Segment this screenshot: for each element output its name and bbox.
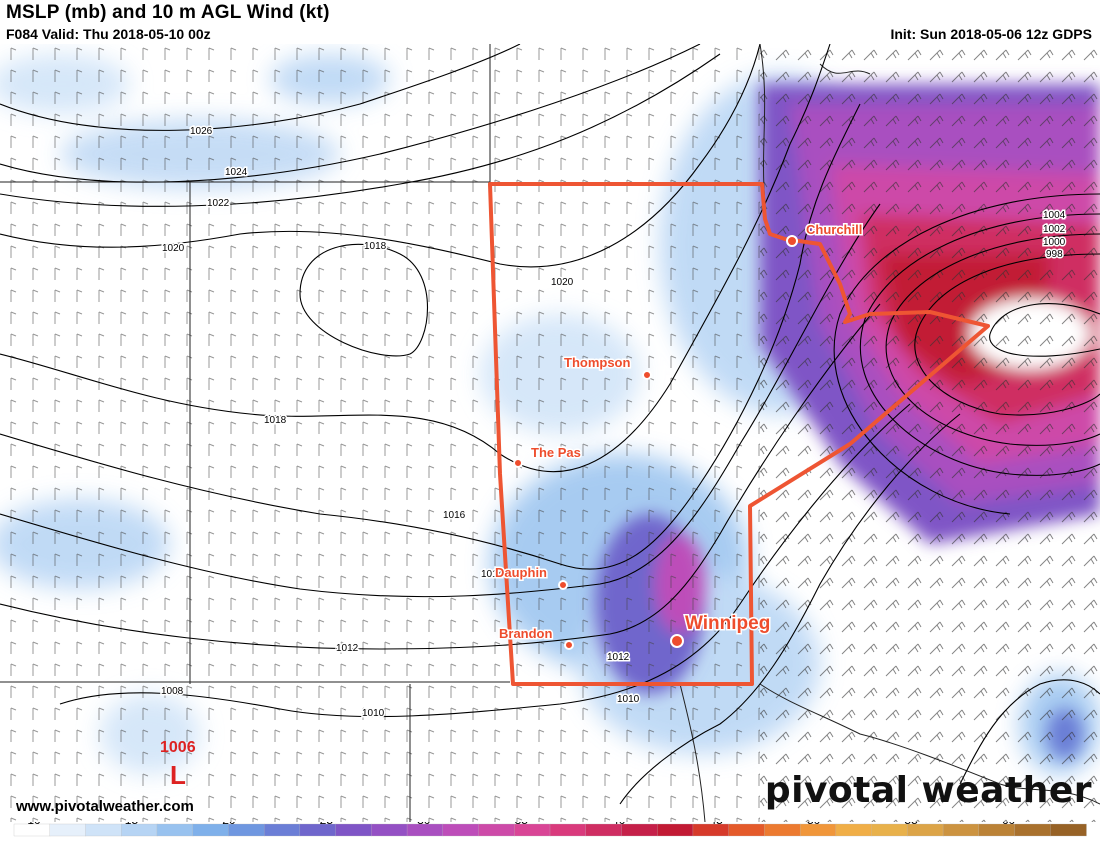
isobars <box>0 44 1100 805</box>
svg-text:1010: 1010 <box>617 694 640 705</box>
city-the-pas[interactable]: The Pas <box>513 444 582 468</box>
wind-barbs-west <box>0 44 760 822</box>
colorbar-swatch <box>49 823 87 837</box>
svg-text:1024: 1024 <box>225 167 248 178</box>
svg-text:1012: 1012 <box>607 652 630 663</box>
svg-text:1014: 1014 <box>481 569 504 580</box>
city-brandon[interactable]: Brandon <box>498 625 574 650</box>
init-time: Init: Sun 2018-05-06 12z GDPS <box>890 26 1092 42</box>
svg-text:1016: 1016 <box>443 510 466 521</box>
colorbar-tick-label: 15 <box>125 822 139 827</box>
colorbar-swatch <box>621 823 658 837</box>
colorbar-swatch <box>442 823 480 837</box>
colorbar-swatch <box>728 823 766 837</box>
wind-speed-colorbar: 10 15 20 25 30 35 40 45 50 55 60 <box>13 822 1087 837</box>
svg-text:1022: 1022 <box>207 198 230 209</box>
colorbar-tick-label: 25 <box>320 822 334 827</box>
colorbar-tick-label: 50 <box>807 822 821 827</box>
svg-text:1018: 1018 <box>264 415 287 426</box>
map-title: MSLP (mb) and 10 m AGL Wind (kt) <box>6 2 330 23</box>
svg-text:Winnipeg: Winnipeg <box>685 613 770 634</box>
city-winnipeg[interactable]: Winnipeg <box>670 612 772 648</box>
colorbar-tick-label: 10 <box>27 822 41 827</box>
colorbar-swatch <box>156 823 194 837</box>
colorbar-swatch <box>657 823 694 837</box>
svg-text:1006: 1006 <box>160 739 196 756</box>
colorbar-tick-label: 40 <box>612 822 626 827</box>
svg-text:The Pas: The Pas <box>531 445 581 460</box>
colorbar-swatch <box>85 823 122 837</box>
svg-text:Churchill: Churchill <box>806 222 862 237</box>
colorbar-swatch <box>371 823 408 837</box>
colorbar-tick-label: 35 <box>515 822 529 827</box>
svg-text:1004: 1004 <box>1043 210 1066 221</box>
svg-text:1012: 1012 <box>336 643 359 654</box>
svg-text:998: 998 <box>1046 249 1063 260</box>
svg-text:Brandon: Brandon <box>499 626 553 641</box>
svg-text:Dauphin: Dauphin <box>495 565 547 580</box>
svg-text:1008: 1008 <box>161 686 184 697</box>
svg-text:1020: 1020 <box>162 243 185 254</box>
weather-map[interactable]: 1026 1024 1022 1020 1018 1020 1018 1016 … <box>0 44 1100 822</box>
colorbar-swatch <box>549 823 587 837</box>
colorbar-swatch <box>478 823 515 837</box>
manitoba-boundary <box>488 182 990 686</box>
colorbar-swatch <box>835 823 873 837</box>
colorbar-swatch <box>942 823 980 837</box>
colorbar-swatch <box>263 823 301 837</box>
wind-barbs-east <box>760 44 1100 822</box>
colorbar-tick-label: 45 <box>710 822 724 827</box>
svg-text:1018: 1018 <box>364 241 387 252</box>
svg-text:1010: 1010 <box>362 708 385 719</box>
svg-text:1020: 1020 <box>551 277 574 288</box>
colorbar-tick-label: 60 <box>1002 822 1016 827</box>
low-pressure-center: 1006 L <box>160 739 196 790</box>
colorbar-swatch <box>335 823 372 837</box>
isobar-labels: 1026 1024 1022 1020 1018 1020 1018 1016 … <box>160 125 1068 721</box>
colorbar-tick-label: 20 <box>222 822 236 827</box>
website-url[interactable]: www.pivotalweather.com <box>16 798 194 815</box>
colorbar-swatch <box>764 823 801 837</box>
city-dauphin[interactable]: Dauphin <box>494 564 568 590</box>
city-thompson[interactable]: Thompson <box>563 354 652 380</box>
brand-logo: pivotal weather <box>764 770 1092 811</box>
colorbar-tick-label: 55 <box>904 822 918 827</box>
svg-text:1026: 1026 <box>190 126 213 137</box>
city-churchill[interactable]: Churchill <box>786 221 864 247</box>
colorbar-swatch <box>1050 823 1087 837</box>
colorbar-swatch <box>871 823 908 837</box>
colorbar-swatch <box>1014 823 1051 837</box>
valid-time: F084 Valid: Thu 2018-05-10 00z <box>6 26 211 42</box>
political-boundaries <box>0 44 1100 822</box>
colorbar-tick-label: 30 <box>417 822 431 827</box>
svg-text:L: L <box>170 760 186 790</box>
svg-text:Thompson: Thompson <box>564 355 630 370</box>
svg-text:1002: 1002 <box>1043 224 1066 235</box>
svg-text:1000: 1000 <box>1043 237 1066 248</box>
